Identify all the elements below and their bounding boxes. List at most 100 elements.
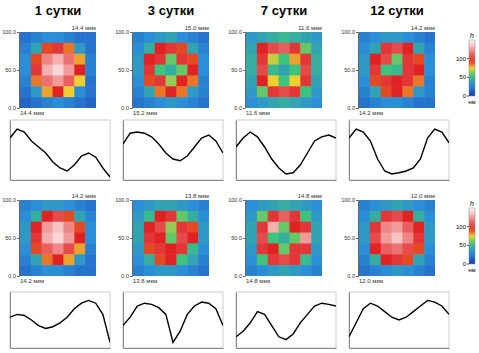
cell (370, 200, 381, 211)
tick-label: 100.0 (341, 197, 355, 203)
heatmap-cells (246, 200, 322, 276)
cell (133, 65, 144, 76)
axis-line (237, 348, 337, 349)
cell (74, 97, 85, 108)
cell (370, 75, 381, 86)
cell (198, 243, 209, 254)
tick: 50.0 (5, 67, 19, 73)
cell (42, 243, 53, 254)
size-label: 14.2 мкм (411, 25, 435, 31)
colorbar-tick-label: 50 (459, 242, 466, 248)
cell (246, 32, 257, 43)
profile-line (10, 300, 110, 342)
cell (424, 254, 435, 265)
cell (370, 222, 381, 233)
cell (166, 97, 177, 108)
tick-label: 0.0 (121, 105, 129, 111)
cell (155, 86, 166, 97)
cell (176, 211, 187, 222)
cell (392, 254, 403, 265)
cell (85, 211, 96, 222)
profile-line (349, 129, 449, 174)
cell (257, 211, 268, 222)
colorbar-unit: нм (468, 99, 475, 105)
cell (42, 265, 53, 276)
y-axis: 0.050.0100.0 (228, 197, 245, 279)
cell (289, 233, 300, 244)
cell (74, 65, 85, 76)
cell (300, 54, 311, 65)
cell (279, 200, 290, 211)
cell (381, 233, 392, 244)
cell (74, 254, 85, 265)
y-axis (123, 293, 124, 349)
size-label: 11.6 мкм (246, 110, 270, 116)
cell (144, 86, 155, 97)
tick-label: 50.0 (118, 67, 129, 73)
cell (413, 200, 424, 211)
tick-mark (130, 70, 132, 71)
cell (63, 54, 74, 65)
cell (166, 200, 177, 211)
tick-label: 50.0 (5, 67, 16, 73)
cell (268, 200, 279, 211)
cell (279, 265, 290, 276)
cell (31, 222, 42, 233)
cell (53, 254, 64, 265)
cell (166, 54, 177, 65)
size-label: 14.8 мкм (298, 193, 322, 199)
tick-label: 100.0 (115, 197, 129, 203)
size-label: 14.2 мкм (72, 193, 96, 199)
cell (176, 75, 187, 86)
tick: 0.0 (234, 105, 245, 111)
cell (279, 97, 290, 108)
cell (257, 254, 268, 265)
tick-mark (130, 108, 132, 109)
cell (289, 243, 300, 254)
cell (370, 97, 381, 108)
title: 7 сутки (261, 3, 307, 18)
tick-label: 0.0 (234, 105, 242, 111)
cell (257, 222, 268, 233)
cell (166, 75, 177, 86)
cell (359, 211, 370, 222)
panel (236, 292, 337, 349)
cell (279, 222, 290, 233)
cell (53, 200, 64, 211)
profile-line (349, 300, 449, 336)
cell (268, 75, 279, 86)
cell (424, 43, 435, 54)
figure: 0.050.0100.014.4 мкм14.4 мкм1 сутки0.050… (0, 0, 479, 353)
y-axis (349, 121, 350, 181)
cell (20, 211, 31, 222)
cell (311, 243, 322, 254)
cell (53, 65, 64, 76)
tick-mark (356, 32, 358, 33)
cell (424, 222, 435, 233)
axis-line (350, 348, 450, 349)
x-axis (237, 180, 337, 181)
plot-area (349, 129, 449, 174)
cell (402, 65, 413, 76)
cell (268, 233, 279, 244)
cell (289, 86, 300, 97)
cell (42, 65, 53, 76)
tick-mark (130, 238, 132, 239)
cell (176, 32, 187, 43)
cell (268, 86, 279, 97)
cell (133, 86, 144, 97)
cell (53, 243, 64, 254)
cell (85, 222, 96, 233)
cell (381, 86, 392, 97)
tick-mark (356, 108, 358, 109)
plot-frame (123, 292, 223, 348)
cell (198, 97, 209, 108)
cell (63, 97, 74, 108)
cell (176, 65, 187, 76)
cell (413, 43, 424, 54)
cell (268, 97, 279, 108)
tick: 0.0 (234, 273, 245, 279)
panel (10, 292, 111, 349)
cell (74, 243, 85, 254)
tick: 0.0 (8, 105, 19, 111)
